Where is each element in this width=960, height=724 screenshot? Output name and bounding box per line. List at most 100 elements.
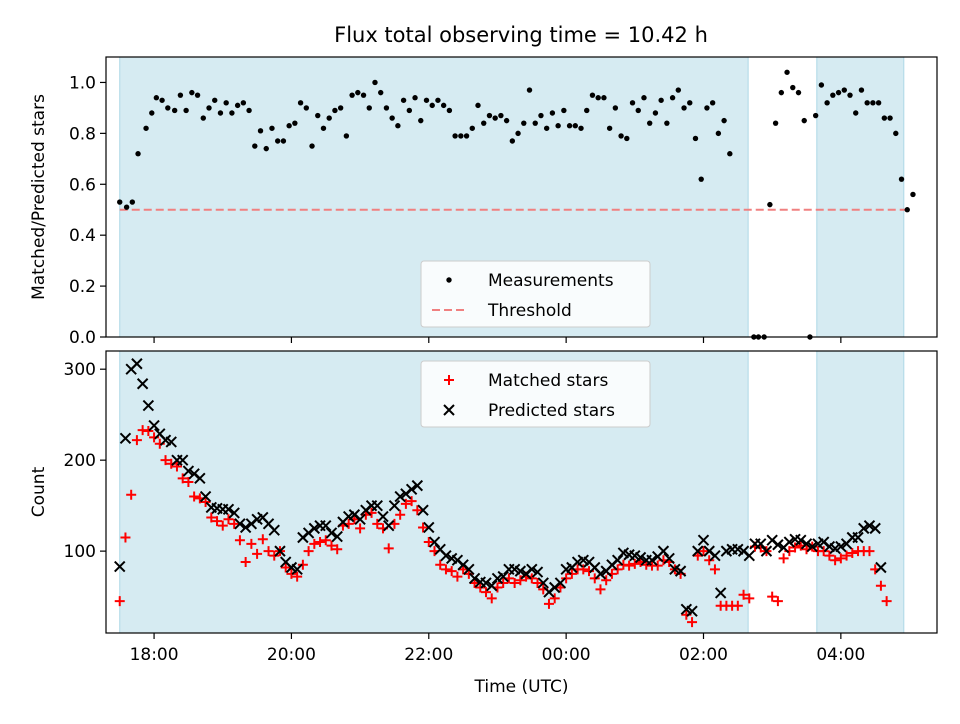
measurement-point — [721, 117, 727, 124]
measurement-point — [624, 135, 630, 142]
y-tick-label: 0.8 — [69, 124, 96, 144]
matched-star-point — [126, 489, 137, 500]
matched-star-point — [835, 553, 846, 564]
measurement-point — [349, 92, 355, 98]
predicted-star-point — [869, 522, 881, 535]
predicted-star-point — [142, 399, 155, 412]
predicted-star-point — [182, 465, 195, 477]
measurement-point — [320, 125, 327, 131]
measurement-point — [555, 123, 561, 129]
measurement-point — [664, 120, 670, 126]
x-tick-label: 02:00 — [679, 645, 728, 665]
measurement-point — [784, 69, 790, 75]
matched-star-point — [566, 568, 577, 579]
matched-star-point — [189, 491, 200, 502]
predicted-star-point — [463, 563, 475, 576]
predicted-star-point — [697, 534, 710, 546]
predicted-star-point — [165, 436, 177, 448]
predicted-star-point — [428, 536, 441, 548]
measurement-point — [217, 110, 224, 116]
matched-star-point — [315, 537, 326, 548]
matched-star-point — [824, 550, 835, 561]
measurement-point — [206, 105, 212, 111]
y-tick-label: 0.4 — [69, 226, 96, 246]
predicted-star-point — [199, 490, 212, 503]
predicted-star-point — [709, 549, 721, 562]
matched-star-point — [732, 600, 743, 611]
measurement-point — [898, 176, 905, 182]
matched-star-point — [143, 426, 154, 437]
measurement-point — [177, 92, 184, 98]
predicted-star-point — [411, 479, 424, 492]
matched-star-point — [120, 532, 131, 543]
matched-star-point — [875, 580, 886, 591]
predicted-star-point — [611, 554, 624, 566]
measurement-point — [486, 112, 493, 119]
y-tick-label: 1.0 — [69, 73, 96, 93]
legend-box — [420, 260, 651, 328]
matched-star-point — [160, 455, 171, 466]
measurement-point — [171, 107, 178, 114]
count-panel: 100 200 300 18:00 20:00 22:00 00:00 02:00 04:00 T… — [29, 350, 938, 697]
measurement-point — [841, 87, 847, 93]
measurement-point — [297, 100, 304, 106]
matched-star-point — [286, 568, 297, 579]
legend-box — [420, 360, 651, 428]
predicted-star-point — [331, 530, 343, 543]
measurement-point — [658, 97, 664, 103]
measurement-point — [269, 125, 275, 131]
predicted-star-point — [440, 549, 452, 562]
x-tick-label: 00:00 — [542, 645, 591, 665]
predicted-star-point — [325, 527, 338, 539]
measurement-point — [910, 191, 916, 198]
predicted-star-point — [468, 572, 481, 585]
measurement-point — [538, 112, 544, 119]
predicted-star-point — [119, 432, 132, 445]
y-axis-label: Count — [29, 466, 49, 517]
measurement-point — [418, 117, 424, 124]
measurement-point — [692, 135, 699, 142]
matched-star-point — [320, 535, 331, 546]
measurement-point — [561, 107, 567, 114]
predicted-star-point — [760, 545, 773, 557]
measurement-point — [509, 138, 516, 144]
legend-marker — [444, 375, 454, 385]
measurement-point — [372, 79, 378, 86]
measurement-point — [595, 95, 601, 101]
matched-star-point — [601, 575, 612, 586]
matched-star-point — [841, 550, 852, 561]
measurement-point — [790, 84, 796, 91]
matched-star-point — [223, 514, 234, 525]
matched-star-point — [183, 476, 194, 487]
matched-star-point — [257, 534, 268, 545]
measurement-point — [778, 89, 785, 96]
predicted-star-point — [417, 504, 429, 516]
y-tick-label: 0.2 — [69, 277, 96, 297]
predicted-star-point — [268, 524, 280, 536]
measurement-point — [681, 105, 687, 111]
measurement-point — [129, 199, 136, 205]
measurement-point — [481, 120, 487, 126]
y-tick-label: 300 — [64, 360, 96, 380]
matched-star-point — [263, 546, 274, 557]
predicted-star-point — [194, 472, 206, 485]
measurement-point — [887, 115, 893, 121]
matched-star-point — [830, 555, 841, 566]
measurement-point — [400, 97, 407, 103]
matched-star-point — [612, 564, 623, 575]
matched-star-point — [744, 593, 755, 604]
matched-star-point — [206, 512, 217, 523]
matched-star-point — [486, 593, 497, 604]
measurement-point — [618, 133, 624, 139]
matched-star-point — [406, 496, 417, 507]
x-tick-label: 04:00 — [816, 645, 865, 665]
measurement-point — [795, 89, 802, 96]
measurement-point — [286, 123, 292, 129]
measurement-point — [475, 102, 481, 109]
matched-star-point — [217, 520, 228, 531]
matched-star-point — [440, 564, 451, 575]
measurement-point — [360, 92, 367, 98]
y-axis-label: Matched/Predicted stars — [29, 94, 49, 300]
legend-label: Threshold — [487, 301, 572, 321]
chart-title: Flux total observing time = 10.42 h — [334, 23, 708, 47]
